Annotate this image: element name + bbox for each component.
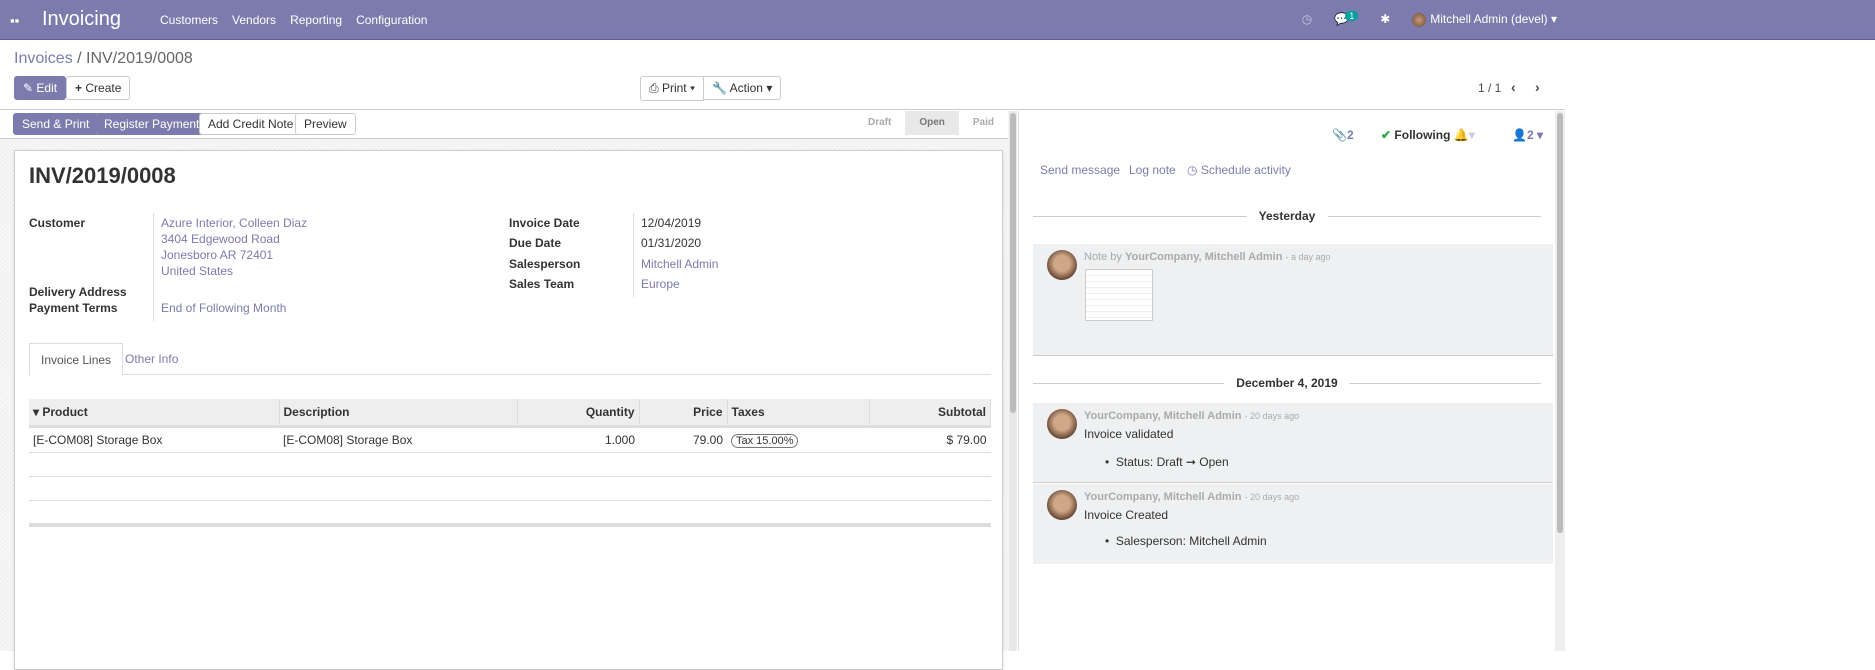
tracking-value: • Status: Draft ➞ Open <box>1105 455 1229 469</box>
form-scrollbar[interactable] <box>1009 111 1017 651</box>
column-product[interactable]: ▾ Product <box>29 399 280 428</box>
register-payment-button[interactable]: Register Payment <box>95 113 209 135</box>
author-avatar <box>1047 250 1077 280</box>
avatar <box>1412 12 1427 27</box>
menu-vendors[interactable]: Vendors <box>232 13 277 27</box>
create-button[interactable]: + Create <box>66 76 131 100</box>
customer-link[interactable]: Azure Interior, Colleen Diaz <box>161 216 308 230</box>
delivery-address-label: Delivery Address <box>29 285 127 299</box>
cell-quantity: 1.000 <box>517 426 639 453</box>
status-paid[interactable]: Paid <box>958 111 1008 135</box>
form-sheet: INV/2019/0008 Customer Azure Interior, C… <box>14 150 1003 670</box>
pager-value: 1 / 1 <box>1478 81 1502 95</box>
message-body: Invoice validated <box>1084 427 1174 441</box>
top-navbar: ▪▪ Invoicing Customers Vendors Reporting… <box>0 0 1875 40</box>
log-note-button[interactable]: Log note <box>1129 163 1176 177</box>
messages-badge: 1 <box>1345 11 1359 22</box>
cell-subtotal: $ 79.00 <box>869 426 991 453</box>
bell-icon: 🔔▾ <box>1453 128 1475 142</box>
message-validated: YourCompany, Mitchell Admin - 20 days ag… <box>1033 403 1553 483</box>
date-separator: Yesterday <box>1033 209 1541 223</box>
form-header: Send & Print Register Payment Add Credit… <box>0 111 1008 139</box>
empty-row <box>29 476 991 501</box>
table-row[interactable]: [E-COM08] Storage Box [E-COM08] Storage … <box>29 426 991 453</box>
column-quantity[interactable]: Quantity <box>517 399 640 428</box>
salesperson-label: Salesperson <box>509 257 581 271</box>
column-taxes[interactable]: Taxes <box>727 399 870 428</box>
control-panel: Invoices / INV/2019/0008 ✎ Edit + Create… <box>0 41 1565 110</box>
cell-product: [E-COM08] Storage Box <box>29 426 279 453</box>
messages-icon[interactable]: 💬1 <box>1334 11 1359 26</box>
salesperson-value[interactable]: Mitchell Admin <box>641 257 719 271</box>
date-separator: December 4, 2019 <box>1033 376 1541 390</box>
cell-price: 79.00 <box>639 426 727 453</box>
preview-button[interactable]: Preview <box>295 113 356 135</box>
empty-row <box>29 500 991 527</box>
column-price[interactable]: Price <box>639 399 728 428</box>
status-open[interactable]: Open <box>905 111 959 135</box>
invoice-lines-table: ▾ Product Description Quantity Price Tax… <box>29 399 991 527</box>
due-date-label: Due Date <box>509 236 562 250</box>
author-avatar <box>1047 490 1077 520</box>
customer-street[interactable]: 3404 Edgewood Road <box>161 232 280 246</box>
customer-label: Customer <box>29 216 86 230</box>
tax-tag: Tax 15.00% <box>731 434 799 448</box>
cell-taxes: Tax 15.00% <box>727 426 869 453</box>
breadcrumb: Invoices / INV/2019/0008 <box>14 50 193 67</box>
debug-bug-icon[interactable]: ✱ <box>1380 12 1391 27</box>
invoice-date-value: 12/04/2019 <box>641 216 702 230</box>
tab-invoice-lines[interactable]: Invoice Lines <box>29 343 124 376</box>
schedule-activity-button[interactable]: ◷ Schedule activity <box>1187 163 1291 177</box>
followers-button[interactable]: 👤2 ▾ <box>1512 128 1543 142</box>
invoice-date-label: Invoice Date <box>509 216 580 230</box>
empty-row <box>29 452 991 477</box>
action-button[interactable]: 🔧 Action ▾ <box>703 76 782 100</box>
following-button[interactable]: ✔ Following 🔔▾ <box>1381 128 1475 142</box>
apps-menu-icon[interactable]: ▪▪ <box>10 13 20 28</box>
attachment-thumbnail[interactable] <box>1085 269 1153 321</box>
menu-configuration[interactable]: Configuration <box>356 13 428 27</box>
payment-terms-value[interactable]: End of Following Month <box>161 301 287 315</box>
notebook-tabs: Invoice Lines Other Info <box>29 343 991 376</box>
due-date-value: 01/31/2020 <box>641 236 702 250</box>
chatter-scrollbar[interactable] <box>1555 111 1565 651</box>
pager-next-button[interactable]: › <box>1535 79 1540 95</box>
user-name: Mitchell Admin (devel) <box>1430 12 1548 26</box>
statusbar: Draft Open Paid <box>853 111 1008 135</box>
breadcrumb-current: INV/2019/0008 <box>86 50 193 67</box>
column-description[interactable]: Description <box>279 399 518 428</box>
author-avatar <box>1047 409 1077 439</box>
tab-other-info[interactable]: Other Info <box>125 352 179 366</box>
sales-team-label: Sales Team <box>509 277 575 291</box>
status-draft[interactable]: Draft <box>853 111 906 135</box>
sales-team-value[interactable]: Europe <box>641 277 680 291</box>
message-body: Invoice Created <box>1084 508 1169 522</box>
column-subtotal[interactable]: Subtotal <box>869 399 991 428</box>
user-menu[interactable]: Mitchell Admin (devel) ▾ <box>1412 12 1557 27</box>
print-button[interactable]: ⎙ Print ▾ <box>640 76 704 101</box>
send-print-button[interactable]: Send & Print <box>13 113 99 135</box>
send-message-button[interactable]: Send message <box>1040 163 1121 177</box>
form-view: Send & Print Register Payment Add Credit… <box>0 111 1017 670</box>
invoice-number: INV/2019/0008 <box>29 163 176 188</box>
chatter: 📎2 ✔ Following 🔔▾ 👤2 ▾ Send message Log … <box>1018 111 1555 651</box>
tracking-value: • Salesperson: Mitchell Admin <box>1105 534 1267 548</box>
breadcrumb-invoices[interactable]: Invoices <box>14 50 73 67</box>
add-credit-note-button[interactable]: Add Credit Note <box>199 113 303 135</box>
message-note: Note by YourCompany, Mitchell Admin - a … <box>1033 244 1553 356</box>
message-created: YourCompany, Mitchell Admin - 20 days ag… <box>1033 484 1553 564</box>
customer-city[interactable]: Jonesboro AR 72401 <box>161 248 274 262</box>
menu-reporting[interactable]: Reporting <box>290 13 343 27</box>
attachments-button[interactable]: 📎2 <box>1332 128 1354 142</box>
app-title: Invoicing <box>42 8 121 30</box>
menu-customers[interactable]: Customers <box>160 13 219 27</box>
message-header: Note by YourCompany, Mitchell Admin - a … <box>1084 251 1331 263</box>
customer-country[interactable]: United States <box>161 264 234 278</box>
activity-clock-icon[interactable]: ◷ <box>1301 12 1313 27</box>
pager-previous-button[interactable]: ‹ <box>1511 79 1516 95</box>
cell-description: [E-COM08] Storage Box <box>279 426 517 453</box>
edit-button[interactable]: ✎ Edit <box>14 76 67 100</box>
payment-terms-label: Payment Terms <box>29 301 118 315</box>
